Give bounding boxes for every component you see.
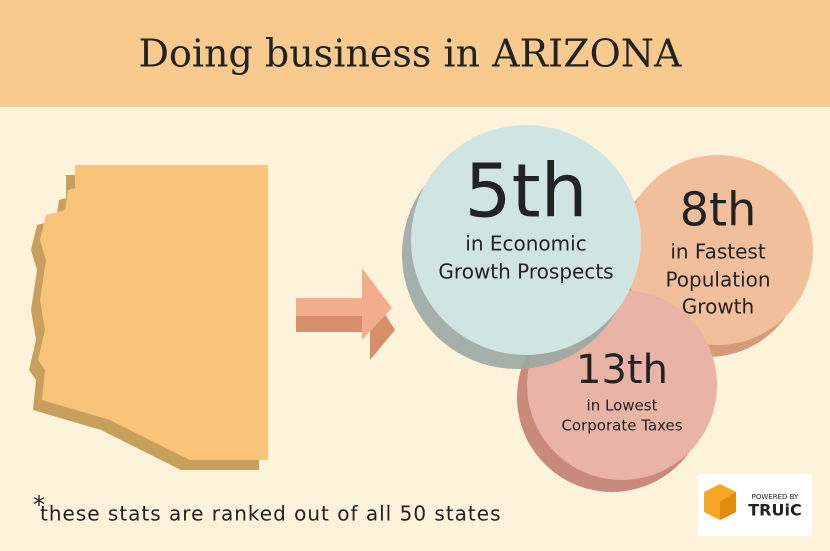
rank: 5th bbox=[465, 149, 588, 235]
rank-description: Growth bbox=[682, 295, 754, 319]
rank-description: in Fastest bbox=[670, 240, 766, 264]
rank-description: Growth Prospects bbox=[438, 260, 613, 284]
title: Doing business in ARIZONA bbox=[139, 32, 682, 76]
logo-tagline: POWERED BY bbox=[752, 493, 799, 501]
rank-description: in Lowest bbox=[587, 397, 658, 415]
arizona-map bbox=[29, 165, 268, 470]
rank-description: Corporate Taxes bbox=[561, 417, 682, 435]
title-band bbox=[0, 0, 830, 107]
footnote: these stats are ranked out of all 50 sta… bbox=[40, 502, 502, 526]
circle-5th bbox=[402, 125, 641, 369]
arrow bbox=[296, 268, 395, 360]
logo: POWERED BY TRUiC bbox=[698, 474, 812, 536]
footnote-marker: * bbox=[33, 491, 45, 519]
rank: 8th bbox=[680, 183, 756, 237]
rank-description: in Economic bbox=[465, 232, 586, 256]
rank-description: Population bbox=[665, 268, 770, 292]
rank: 13th bbox=[576, 347, 668, 393]
logo-brand: TRUiC bbox=[748, 501, 801, 520]
